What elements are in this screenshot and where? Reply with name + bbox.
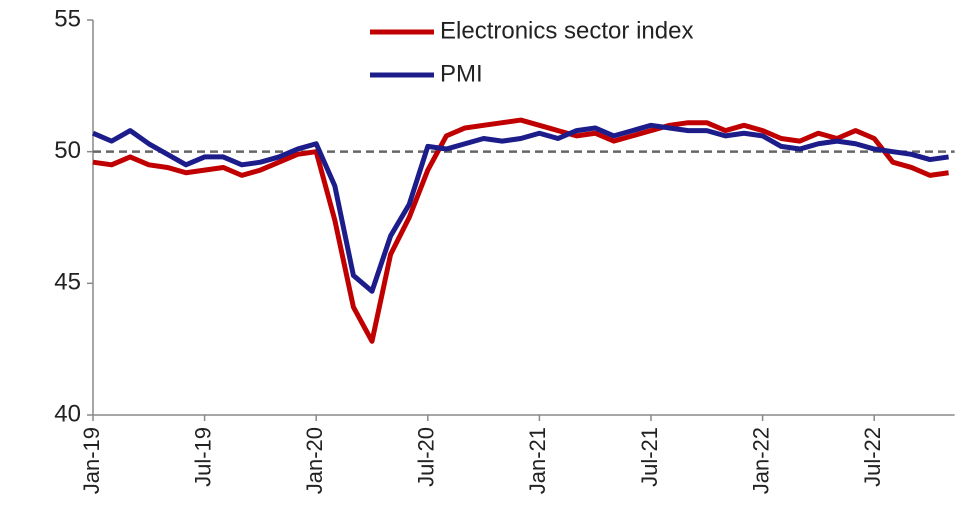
legend-label: Electronics sector index — [440, 17, 693, 44]
x-tick-label: Jul-21 — [637, 427, 662, 487]
x-tick-label: Jan-22 — [748, 427, 773, 494]
series-line — [92, 122, 949, 294]
y-tick-label: 45 — [54, 269, 81, 296]
x-tick-label: Jan-21 — [525, 427, 550, 494]
y-tick-label: 50 — [54, 137, 81, 164]
y-tick-label: 55 — [54, 5, 81, 32]
x-tick-label: Jul-19 — [190, 427, 215, 487]
series-line — [92, 117, 949, 344]
legend-label: PMI — [440, 60, 483, 87]
x-tick-label: Jan-20 — [302, 427, 327, 494]
y-tick-label: 40 — [54, 400, 81, 427]
x-tick-label: Jul-20 — [414, 427, 439, 487]
x-tick-label: Jul-22 — [860, 427, 885, 487]
x-tick-label: Jan-19 — [79, 427, 104, 494]
